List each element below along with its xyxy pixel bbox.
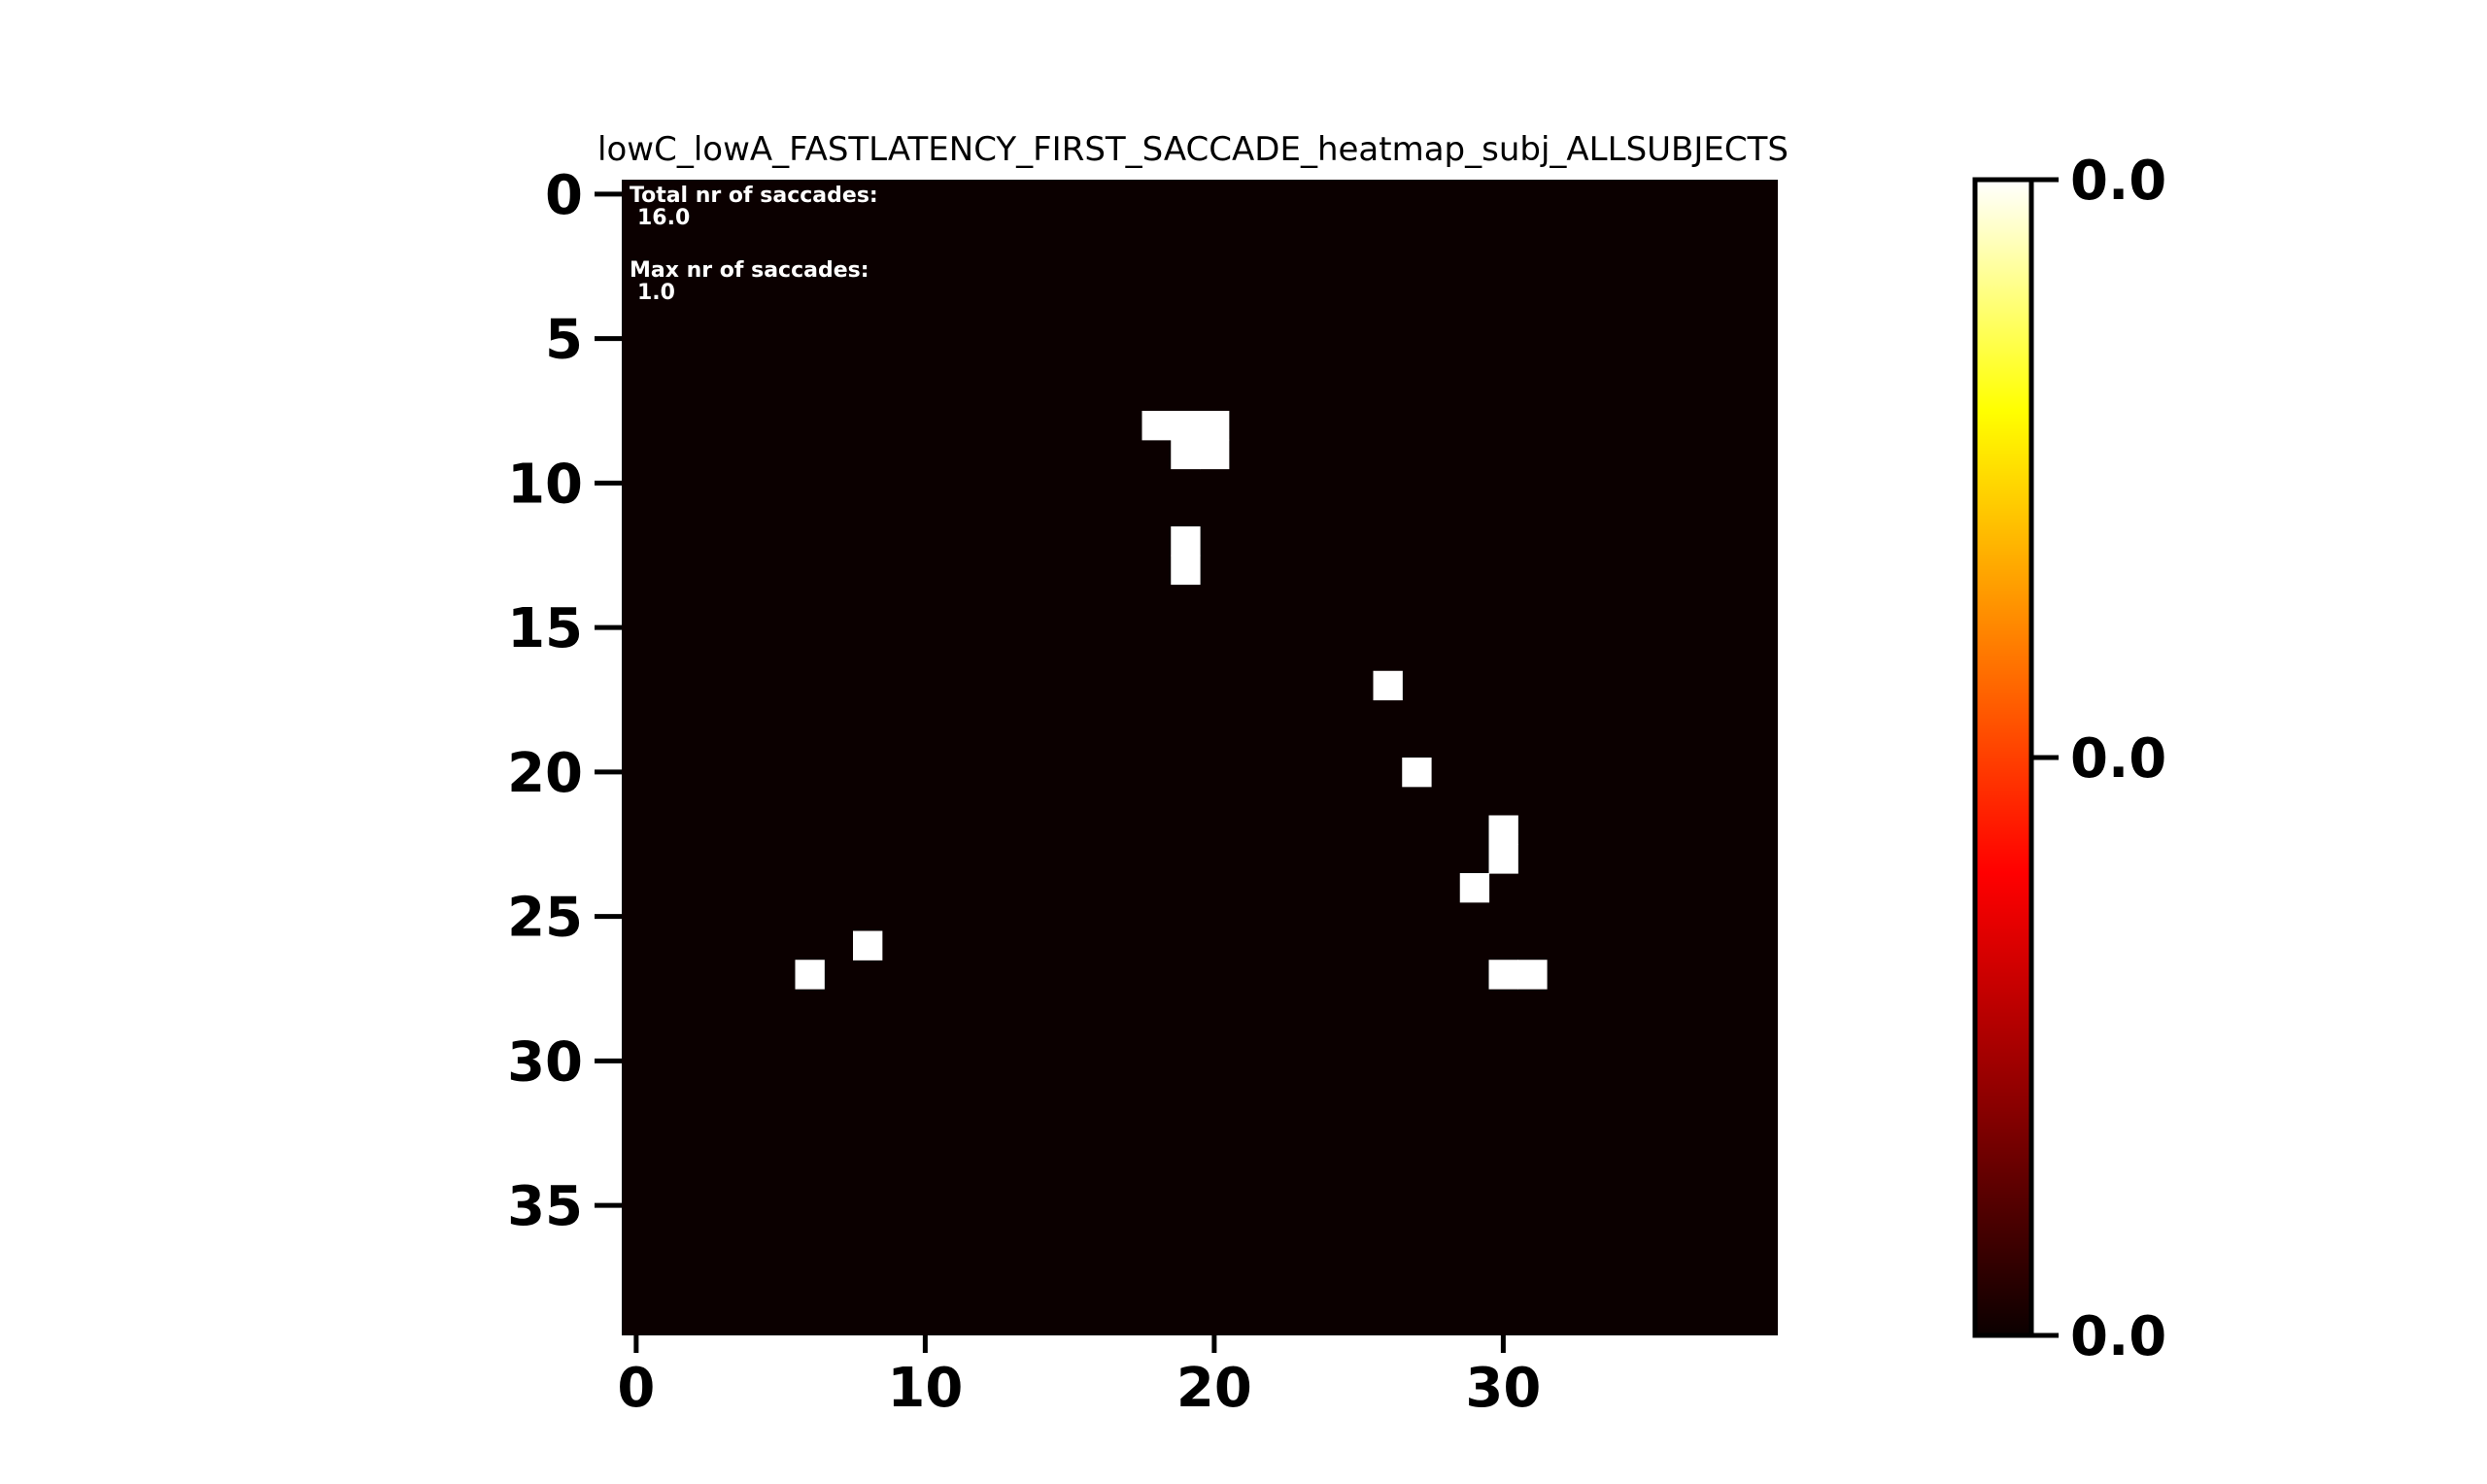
heatmap-cell — [1141, 411, 1172, 441]
y-tick-label: 25 — [507, 887, 583, 950]
heatmap-cells — [795, 411, 1548, 990]
heatmap-cell — [1517, 960, 1548, 990]
total-saccades-value: 16.0 — [637, 206, 690, 230]
y-tick-label: 10 — [507, 453, 583, 516]
y-tick-label: 35 — [507, 1175, 583, 1238]
colorbar-tick-label: 0.0 — [2070, 150, 2166, 213]
heatmap-cell — [1200, 439, 1230, 470]
heatmap-cell — [1488, 960, 1518, 990]
chart-title: lowC_lowA_FASTLATENCY_FIRST_SACCADE_heat… — [597, 130, 1789, 169]
heatmap-cell — [1459, 873, 1490, 903]
saccade-annotation: Total nr of saccades: 16.0 Max nr of sac… — [630, 184, 878, 305]
y-axis: 0 5 10 15 20 25 30 35 — [507, 164, 622, 1238]
colorbar: 0.0 0.0 0.0 — [1972, 150, 2166, 1368]
x-tick-label: 20 — [1176, 1357, 1252, 1420]
heatmap-cell — [1488, 844, 1518, 874]
heatmap-cell — [1171, 411, 1201, 441]
heatmap-cell — [1171, 526, 1201, 556]
heatmap-background — [622, 180, 1778, 1335]
total-saccades-label: Total nr of saccades: — [630, 184, 878, 208]
y-tick-label: 20 — [507, 742, 583, 805]
x-tick-label: 0 — [617, 1357, 655, 1420]
x-tick-label: 10 — [887, 1357, 963, 1420]
heatmap-cell — [1171, 555, 1201, 586]
colorbar-ticks: 0.0 0.0 0.0 — [2031, 150, 2166, 1368]
heatmap-cell — [1171, 439, 1201, 470]
heatmap-cell — [1488, 815, 1518, 845]
heatmap-cell — [1373, 670, 1403, 701]
y-tick-label: 0 — [545, 164, 583, 227]
heatmap-cell — [795, 960, 825, 990]
x-tick-label: 30 — [1465, 1357, 1541, 1420]
heatmap-cell — [853, 930, 883, 961]
heatmap-cell — [1402, 758, 1432, 788]
y-tick-label: 15 — [507, 597, 583, 660]
colorbar-tick-label: 0.0 — [2070, 1305, 2166, 1368]
max-saccades-value: 1.0 — [637, 281, 675, 305]
y-tick-label: 30 — [507, 1030, 583, 1094]
heatmap-area — [622, 180, 1778, 1335]
y-tick-label: 5 — [545, 309, 583, 372]
colorbar-tick-label: 0.0 — [2070, 727, 2166, 791]
x-axis: 0 10 20 30 — [617, 1335, 1541, 1420]
heatmap-cell — [1200, 411, 1230, 441]
max-saccades-label: Max nr of saccades: — [630, 258, 869, 283]
colorbar-gradient — [1972, 177, 2034, 1338]
